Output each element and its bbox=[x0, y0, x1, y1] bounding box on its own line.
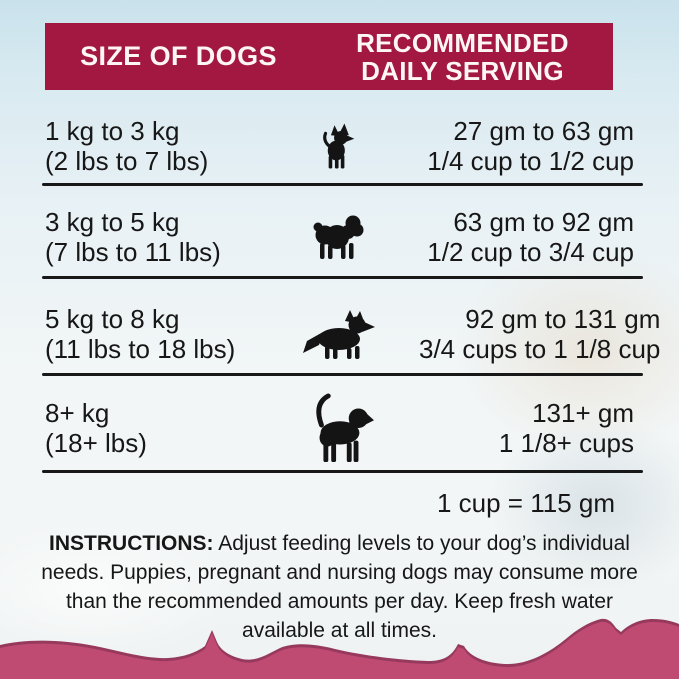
size-range-cell: 8+ kg (18+ lbs) bbox=[42, 398, 259, 458]
instructions-line: needs. Puppies, pregnant and nursing dog… bbox=[41, 561, 638, 584]
size-kg: 3 kg to 5 kg bbox=[45, 207, 180, 237]
size-lbs: (11 lbs to 18 lbs) bbox=[45, 333, 236, 364]
serving-range-cell: 63 gm to 92 gm 1/2 cup to 3/4 cup bbox=[419, 207, 643, 267]
dog-icon-cell bbox=[259, 122, 419, 170]
table-header-banner: SIZE OF DOGS RECOMMENDED DAILY SERVING bbox=[45, 23, 613, 90]
dog-icon-cell bbox=[259, 213, 419, 261]
serving-gm: 27 gm to 63 gm bbox=[453, 116, 634, 146]
instructions-paragraph: INSTRUCTIONS: Adjust feeding levels to y… bbox=[39, 529, 640, 645]
corgi-dog-icon bbox=[303, 309, 375, 359]
size-range-cell: 3 kg to 5 kg (7 lbs to 11 lbs) bbox=[42, 207, 259, 267]
small-fluffy-dog-icon bbox=[313, 215, 364, 259]
serving-cups: 1/4 cup to 1/2 cup bbox=[427, 146, 634, 176]
size-range-cell: 1 kg to 3 kg (2 lbs to 7 lbs) bbox=[42, 116, 259, 176]
serving-gm: 92 gm to 131 gm bbox=[465, 303, 661, 334]
beagle-dog-icon bbox=[316, 393, 374, 463]
header-serving-line-2: DAILY SERVING bbox=[361, 55, 564, 86]
serving-range-cell: 131+ gm 1 1/8+ cups bbox=[419, 398, 643, 458]
serving-cups: 1/2 cup to 3/4 cup bbox=[427, 237, 634, 267]
header-serving-line-1: RECOMMENDED bbox=[356, 27, 569, 58]
size-kg: 8+ kg bbox=[45, 398, 110, 428]
serving-cups: 1 1/8+ cups bbox=[498, 428, 634, 458]
dog-icon-cell bbox=[259, 392, 419, 464]
toy-dog-icon bbox=[323, 123, 355, 169]
dog-icon-cell bbox=[259, 308, 419, 360]
size-kg: 1 kg to 3 kg bbox=[45, 116, 180, 146]
serving-cups: 3/4 cups to 1 1/8 cup bbox=[419, 333, 661, 364]
table-row: 5 kg to 8 kg (11 lbs to 18 lbs) 92 gm to… bbox=[42, 296, 660, 371]
row-divider bbox=[42, 183, 643, 186]
instructions-line: INSTRUCTIONS: Adjust feeding levels to y… bbox=[39, 529, 640, 558]
table-row: 8+ kg (18+ lbs) 131+ gm 1 1/8+ cups bbox=[42, 388, 643, 468]
table-row: 3 kg to 5 kg (7 lbs to 11 lbs) 63 gm to … bbox=[42, 200, 643, 274]
row-divider bbox=[42, 470, 643, 473]
size-range-cell: 5 kg to 8 kg (11 lbs to 18 lbs) bbox=[42, 304, 259, 364]
instructions-line: than the recommended amounts per day. Ke… bbox=[65, 590, 614, 613]
header-recommended-daily-serving: RECOMMENDED DAILY SERVING bbox=[312, 29, 613, 85]
serving-range-cell: 27 gm to 63 gm 1/4 cup to 1/2 cup bbox=[419, 116, 643, 176]
table-row: 1 kg to 3 kg (2 lbs to 7 lbs) 27 gm to 6… bbox=[42, 110, 643, 182]
row-divider bbox=[42, 373, 643, 376]
size-lbs: (18+ lbs) bbox=[45, 428, 147, 458]
cup-conversion-note: 1 cup = 115 gm bbox=[436, 488, 615, 518]
instructions-label: INSTRUCTIONS: bbox=[49, 532, 214, 555]
size-lbs: (2 lbs to 7 lbs) bbox=[45, 146, 209, 176]
serving-gm: 63 gm to 92 gm bbox=[453, 207, 634, 237]
size-lbs: (7 lbs to 11 lbs) bbox=[45, 237, 221, 267]
serving-range-cell: 92 gm to 131 gm 3/4 cups to 1 1/8 cup bbox=[419, 304, 669, 364]
row-divider bbox=[42, 276, 643, 279]
instructions-line: available at all times. bbox=[242, 619, 437, 642]
bottom-wave-decoration bbox=[0, 618, 679, 679]
serving-gm: 131+ gm bbox=[532, 398, 634, 428]
header-size-of-dogs: SIZE OF DOGS bbox=[80, 41, 277, 71]
instructions-text: Adjust feeding levels to your dog’s indi… bbox=[213, 532, 630, 555]
size-kg: 5 kg to 8 kg bbox=[45, 303, 180, 334]
